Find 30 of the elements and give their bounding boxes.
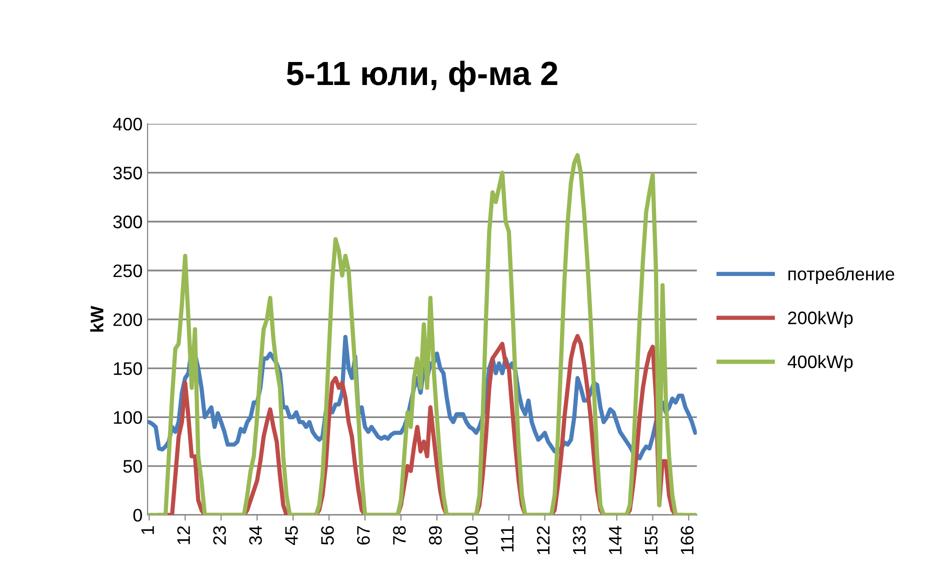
x-tick-label: 89 <box>428 526 442 545</box>
x-tick-label: 144 <box>609 526 622 554</box>
x-tick-label: 34 <box>249 526 262 545</box>
x-tick-label: 133 <box>572 526 586 554</box>
x-tick-label: 111 <box>501 526 514 552</box>
x-tick-label: 100 <box>464 526 478 554</box>
y-tick-label: 100 <box>114 411 142 424</box>
x-tick-label: 23 <box>213 526 226 545</box>
y-tick-label: 150 <box>114 362 142 375</box>
y-tick-label: 300 <box>113 216 142 228</box>
legend-label: 200kWp <box>788 311 853 328</box>
x-tick-label: 1 <box>141 526 154 534</box>
x-tick-label: 56 <box>321 526 334 545</box>
y-axis-title: kW <box>90 306 104 332</box>
legend-label: 400kWp <box>788 354 853 372</box>
x-tick-label: 155 <box>644 526 658 554</box>
x-tick-label: 45 <box>285 526 298 546</box>
y-tick-label: 400 <box>112 118 142 131</box>
y-tick-label: 200 <box>113 313 142 326</box>
x-tick-label: 78 <box>393 526 406 545</box>
x-tick-label: 67 <box>357 526 370 545</box>
y-tick-label: 250 <box>113 264 142 278</box>
y-tick-label: 0 <box>133 508 142 522</box>
x-tick-label: 166 <box>680 526 694 554</box>
y-tick-label: 50 <box>123 460 142 473</box>
x-tick-label: 122 <box>536 526 550 554</box>
x-tick-label: 12 <box>177 526 190 544</box>
legend-label: потребление <box>788 266 894 284</box>
chart-title: 5-11 юли, ф-ма 2 <box>286 60 558 92</box>
y-tick-label: 350 <box>113 166 142 180</box>
